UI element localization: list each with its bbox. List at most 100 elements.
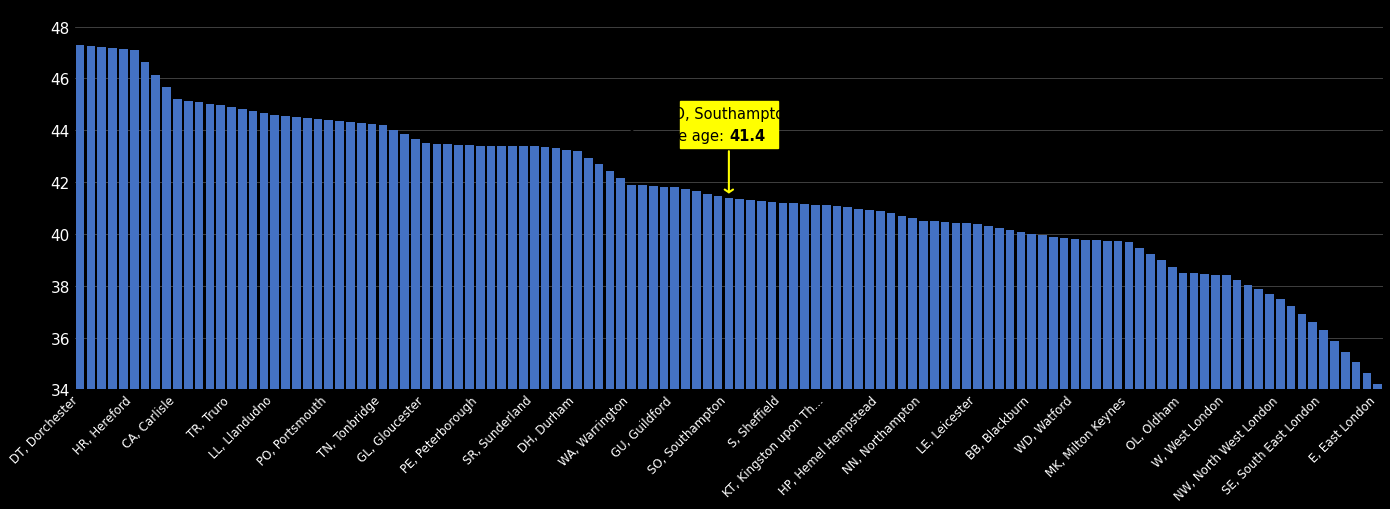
Bar [1049, 237, 1058, 509]
Bar [1027, 235, 1036, 509]
Bar [973, 224, 981, 509]
Bar [498, 147, 506, 509]
Bar [466, 146, 474, 509]
Bar [292, 118, 300, 509]
Bar [790, 204, 798, 509]
Bar [1190, 274, 1198, 509]
Bar [1147, 254, 1155, 509]
Bar [627, 185, 635, 509]
Bar [1070, 240, 1079, 509]
Bar [486, 147, 495, 509]
Bar [638, 186, 646, 509]
Bar [346, 123, 354, 509]
Bar [1104, 241, 1112, 509]
Bar [1244, 285, 1252, 509]
Bar [281, 117, 291, 509]
Bar [314, 120, 322, 509]
Bar [1006, 230, 1015, 509]
Bar [746, 201, 755, 509]
Bar [97, 48, 106, 509]
Bar [152, 75, 160, 509]
Bar [1287, 307, 1295, 509]
Bar [941, 222, 949, 509]
Bar [1113, 242, 1123, 509]
Bar [1276, 299, 1284, 509]
Bar [984, 226, 992, 509]
Bar [227, 108, 236, 509]
Bar [217, 106, 225, 509]
Bar [411, 139, 420, 509]
Bar [249, 111, 257, 509]
Bar [174, 100, 182, 509]
Bar [833, 207, 841, 509]
Bar [76, 46, 85, 509]
Bar [865, 210, 874, 509]
Bar [919, 221, 929, 509]
Bar [616, 179, 626, 509]
Bar [475, 147, 485, 509]
Bar [455, 146, 463, 509]
Bar [552, 149, 560, 509]
Bar [378, 126, 388, 509]
Bar [876, 211, 884, 509]
Bar [432, 145, 441, 509]
Bar [1016, 233, 1026, 509]
Bar [952, 223, 960, 509]
Bar [1254, 290, 1264, 509]
Bar [1093, 241, 1101, 509]
Bar [563, 151, 571, 509]
Bar [357, 124, 366, 509]
Bar [595, 165, 603, 509]
Bar [1330, 341, 1339, 509]
Bar [530, 147, 538, 509]
Bar [183, 102, 193, 509]
FancyBboxPatch shape [680, 101, 777, 149]
Bar [86, 47, 96, 509]
Bar [1081, 240, 1090, 509]
Bar [368, 125, 377, 509]
Bar [260, 114, 268, 509]
Bar [660, 187, 669, 509]
Bar [930, 222, 938, 509]
Bar [778, 204, 787, 509]
Bar [573, 152, 582, 509]
Bar [120, 50, 128, 509]
Bar [1059, 238, 1069, 509]
Bar [303, 119, 311, 509]
Bar [108, 49, 117, 509]
Bar [1308, 322, 1318, 509]
Bar [206, 105, 214, 509]
Bar [1319, 330, 1327, 509]
Bar [1265, 294, 1273, 509]
Bar [1298, 315, 1307, 509]
Bar [129, 51, 139, 509]
Bar [1211, 275, 1220, 509]
Bar [195, 103, 203, 509]
Bar [1341, 352, 1350, 509]
Bar [649, 187, 657, 509]
Bar [518, 147, 528, 509]
Bar [163, 88, 171, 509]
Text: SO, Southampton: SO, Southampton [664, 107, 794, 122]
Bar [1156, 261, 1166, 509]
Bar [670, 188, 680, 509]
Bar [1125, 242, 1133, 509]
Bar [509, 147, 517, 509]
Bar [1362, 374, 1371, 509]
Bar [1351, 363, 1361, 509]
Bar [1168, 267, 1176, 509]
Bar [335, 122, 343, 509]
Bar [606, 172, 614, 509]
Bar [389, 130, 398, 509]
Bar [995, 228, 1004, 509]
Bar [821, 206, 830, 509]
Bar [855, 209, 863, 509]
Bar [681, 190, 689, 509]
Bar [1222, 276, 1230, 509]
Text: Average age:: Average age: [627, 129, 728, 144]
Bar [703, 194, 712, 509]
Text: 41.4: 41.4 [728, 129, 764, 144]
Bar [844, 208, 852, 509]
Bar [898, 216, 906, 509]
Bar [324, 121, 334, 509]
